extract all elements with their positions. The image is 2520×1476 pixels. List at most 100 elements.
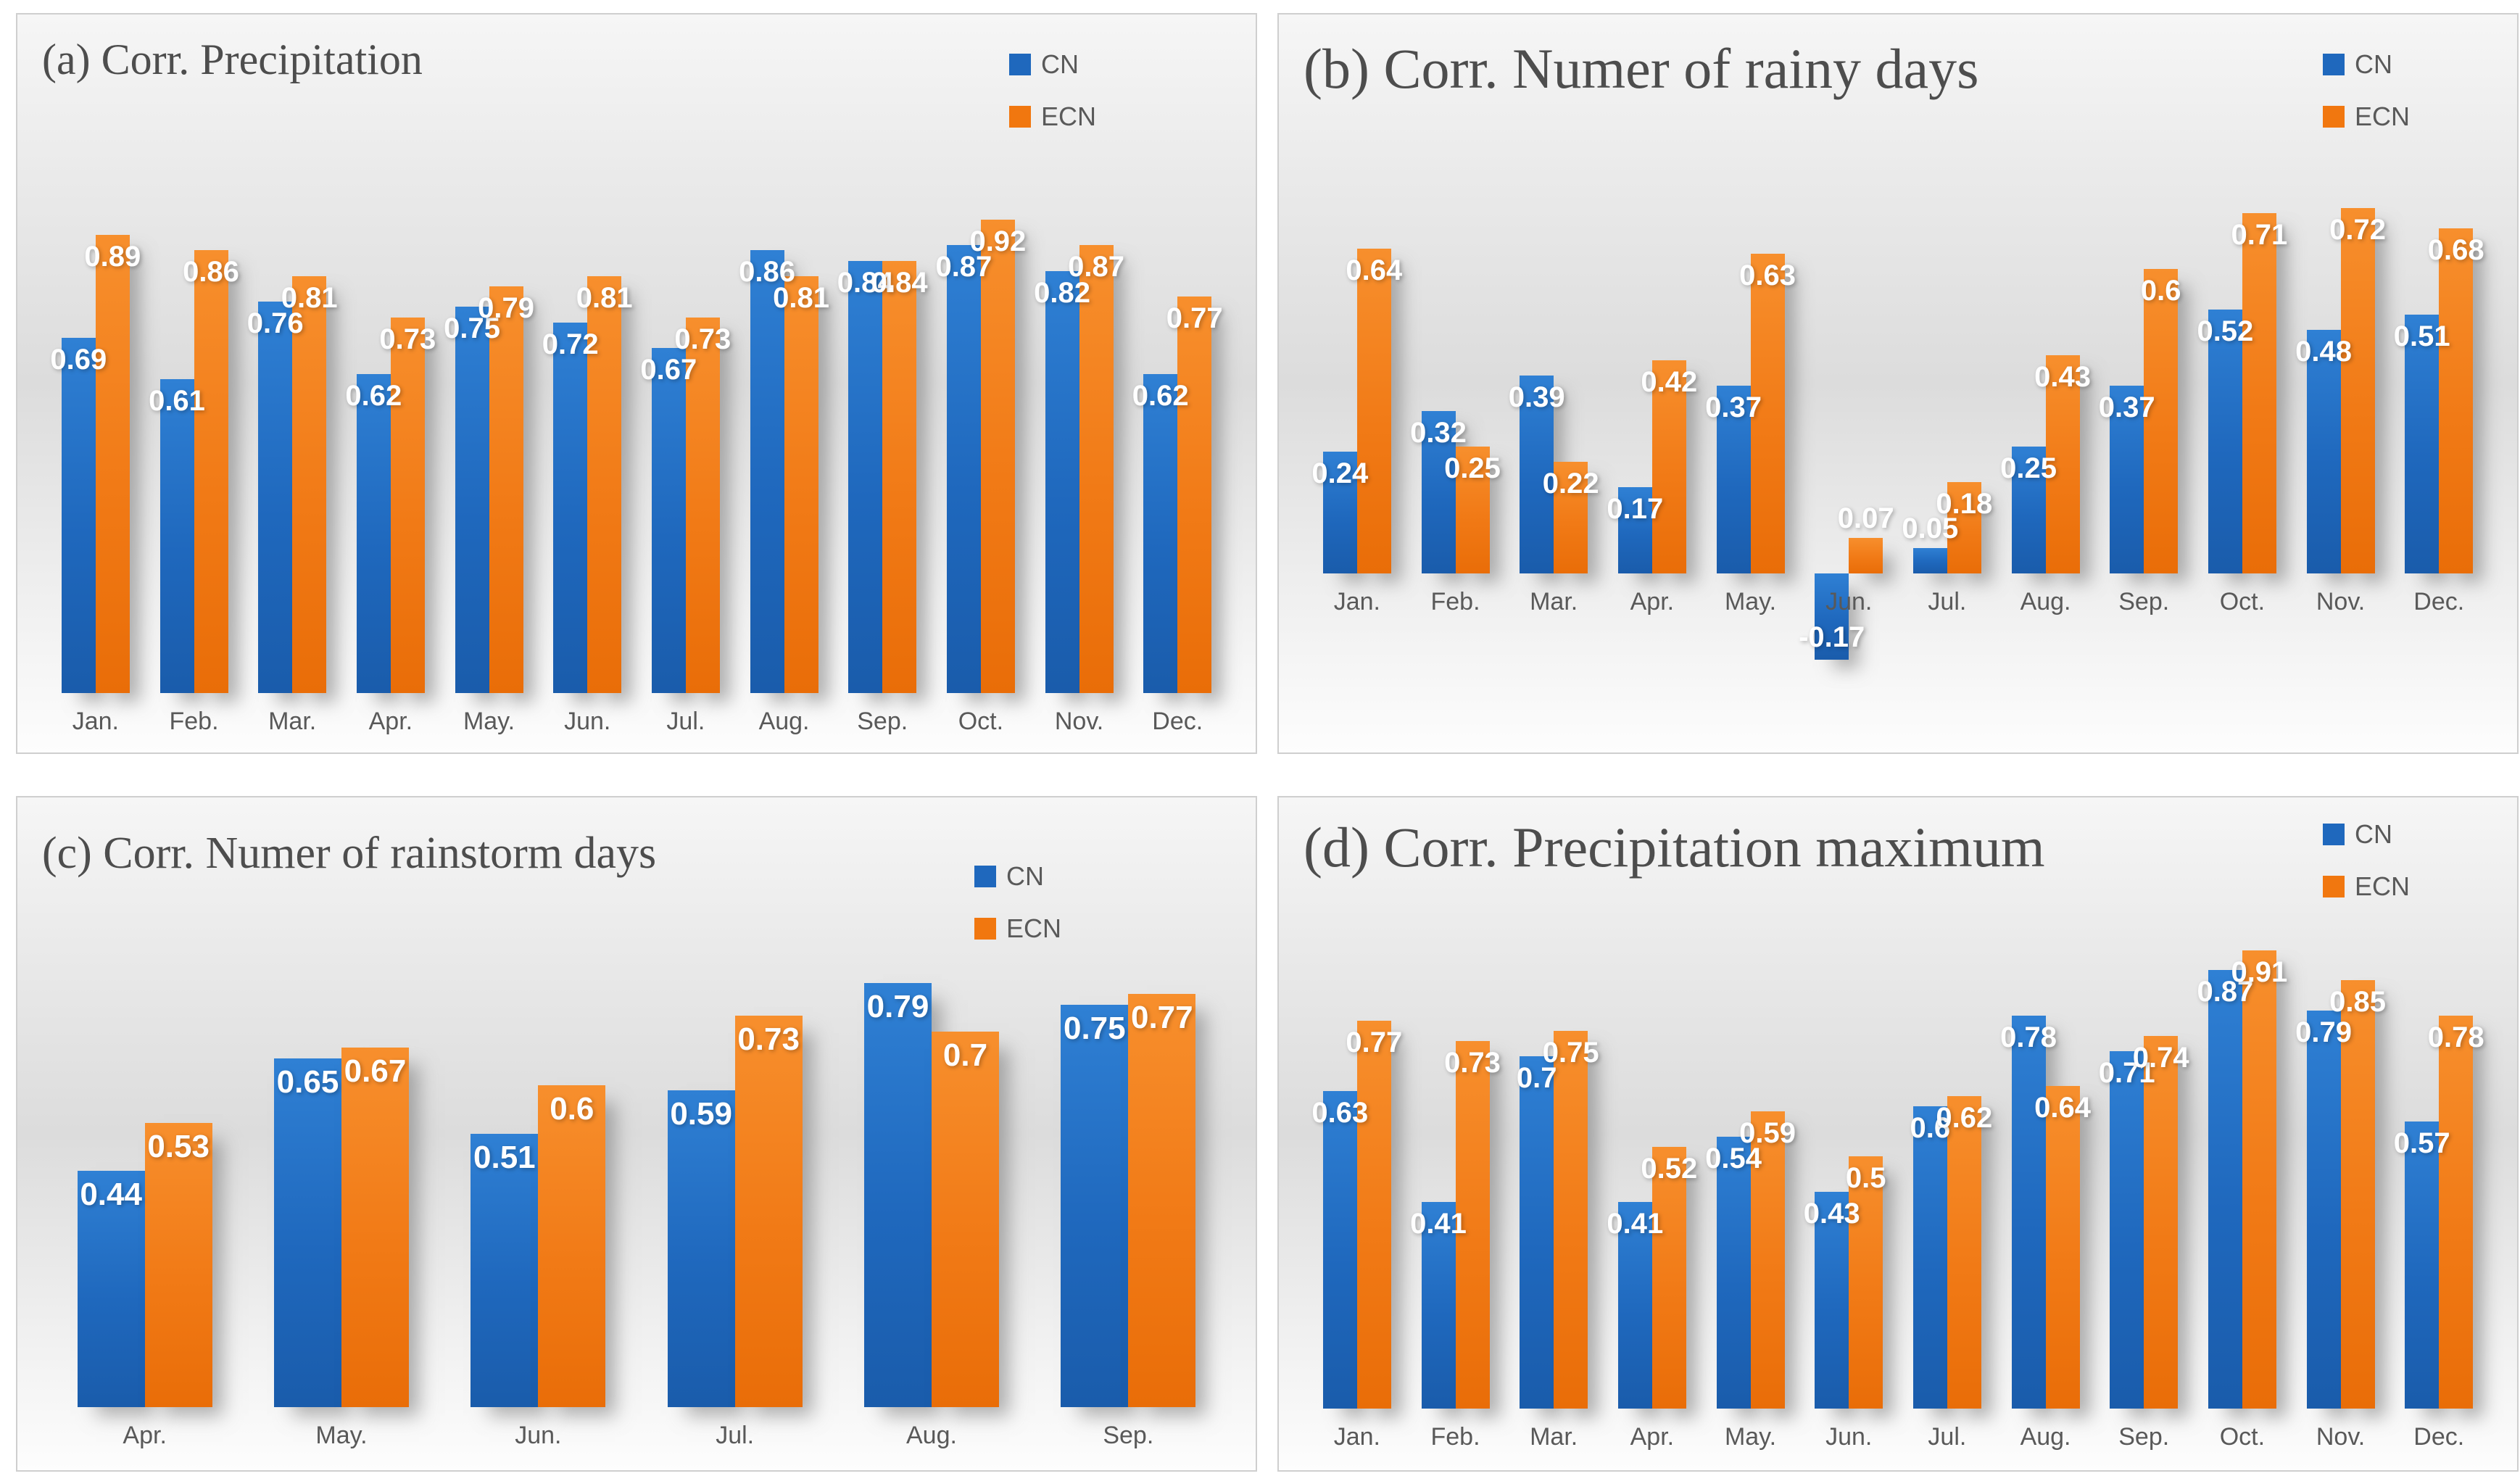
x-axis-label: Dec. <box>1152 708 1203 735</box>
bar-value-label-ecn: 0.22 <box>1542 468 1599 499</box>
bar-pair: 0.6 0.62 <box>1910 1096 1992 1409</box>
bar-value-label-cn: 0.86 <box>739 256 795 288</box>
bar-pair: 0.75 0.77 <box>1061 994 1196 1407</box>
bar-group: 0.41 0.52 Apr. <box>1603 797 1702 1470</box>
bar-group: 0.69 0.89 Jan. <box>46 14 145 752</box>
bar-value-label-cn: 0.44 <box>80 1177 142 1212</box>
bar-value-label-ecn: 0.5 <box>1845 1162 1886 1194</box>
x-axis-label: Feb. <box>169 708 219 735</box>
bar-pair: 0.79 0.7 <box>863 983 999 1407</box>
plot-area-b: 0.24 0.64 Jan. 0.32 0.25 Feb. 0.39 0.22 Mar. 0.17… <box>1279 14 2517 752</box>
bar-ecn: 0.25 <box>1444 447 1501 573</box>
x-axis-label: Dec. <box>2413 588 2465 615</box>
bar-value-label-cn: 0.79 <box>866 989 929 1024</box>
panel-title: (a) Corr. Precipitation <box>42 36 423 83</box>
bar-pair: 0.37 0.63 <box>1705 254 1796 573</box>
bar-value-label-cn: 0.41 <box>1410 1208 1467 1240</box>
bar-value-label-ecn: 0.89 <box>84 241 141 273</box>
bar-group: -0.17 0.07 Jun. <box>1799 14 1898 752</box>
bar-value-label-cn: 0.41 <box>1607 1208 1664 1240</box>
bar-ecn: 0.64 <box>2034 1086 2091 1409</box>
bar-value-label-ecn: 0.73 <box>737 1021 800 1057</box>
bar-ecn: 0.53 <box>144 1123 212 1407</box>
bar-pair: 0.84 0.84 <box>837 261 928 693</box>
bar-group: 0.39 0.22 Mar. <box>1504 14 1603 752</box>
x-axis-label: Aug. <box>2020 588 2071 615</box>
bar-pair: 0.62 0.73 <box>345 318 436 693</box>
bar-value-label-ecn: 0.78 <box>2427 1021 2484 1053</box>
panel-d-precipitation-maximum: (d) Corr. Precipitation maximum CN ECN 0… <box>1277 796 2519 1472</box>
bar-pair: 0.63 0.77 <box>1311 1021 1402 1409</box>
x-axis-label: Jul. <box>1928 1423 1967 1451</box>
bar-value-label-cn: 0.52 <box>2197 315 2254 347</box>
cn-swatch-icon <box>2323 54 2345 75</box>
bar-value-label-cn: 0.37 <box>1705 391 1762 423</box>
bar-pair: 0.51 0.68 <box>2394 228 2484 573</box>
bar-value-label-ecn: 0.7 <box>942 1037 988 1073</box>
x-axis-label: Jul. <box>1928 588 1967 615</box>
bar-ecn: 0.77 <box>1346 1021 1402 1409</box>
bar-value-label-ecn: 0.07 <box>1837 502 1894 534</box>
bar-ecn: 0.84 <box>871 261 928 693</box>
bar-pair: 0.48 0.72 <box>2295 208 2386 573</box>
bar-value-label-ecn: 0.63 <box>1739 260 1796 291</box>
legend: CN ECN <box>2323 49 2410 132</box>
panel-title: (d) Corr. Precipitation maximum <box>1303 816 2045 879</box>
bar-pair: 0.62 0.77 <box>1132 297 1223 693</box>
bar-cn: 0.54 <box>1705 1137 1762 1409</box>
bar-cn: 0.72 <box>542 323 599 693</box>
bar-group: 0.79 0.7 Aug. <box>833 797 1029 1470</box>
bar-ecn: 0.72 <box>2329 208 2386 573</box>
bar-value-label-cn: 0.43 <box>1803 1198 1860 1230</box>
plot-area-d: 0.63 0.77 Jan. 0.41 0.73 Feb. 0.7 0.75 Mar. 0.41 0… <box>1279 797 2517 1470</box>
x-axis-label: Apr. <box>123 1422 167 1449</box>
bar-group: 0.6 0.62 Jul. <box>1898 797 1997 1470</box>
bar-value-label-cn: 0.17 <box>1607 493 1664 525</box>
bar-value-label-cn: 0.05 <box>1902 513 1959 544</box>
bar-ecn: 0.75 <box>1543 1031 1599 1409</box>
bar-ecn: 0.73 <box>734 1016 803 1407</box>
bar-group: 0.61 0.86 Feb. <box>145 14 244 752</box>
bar-pair: 0.44 0.53 <box>77 1123 212 1407</box>
bar-pair: 0.25 0.43 <box>2000 355 2091 573</box>
bar-cn: 0.44 <box>77 1171 145 1407</box>
bar-group: 0.54 0.59 May. <box>1702 797 1800 1470</box>
bar-group: 0.59 0.73 Jul. <box>637 797 833 1470</box>
plot-area-c: 0.44 0.53 Apr. 0.65 0.67 May. 0.51 0.6 Jun. 0.59 0… <box>17 797 1256 1470</box>
bar-ecn: 0.63 <box>1739 254 1796 573</box>
bar-cn: 0.52 <box>2197 310 2253 573</box>
bar-cn: 0.79 <box>863 983 932 1407</box>
bar-pair: 0.76 0.81 <box>247 276 338 693</box>
bar-ecn: 0.7 <box>931 1032 999 1407</box>
bar-value-label-ecn: 0.73 <box>379 323 436 355</box>
panel-title: (b) Corr. Numer of rainy days <box>1303 37 1979 100</box>
bar-pair: 0.69 0.89 <box>50 235 141 693</box>
bar-ecn: 0.42 <box>1641 360 1697 573</box>
legend-item-cn: CN <box>2323 49 2410 80</box>
bar-pair: 0.7 0.75 <box>1517 1031 1599 1409</box>
bar-value-label-ecn: 0.81 <box>773 282 829 314</box>
x-axis-label: Sep. <box>2118 1423 2170 1451</box>
ecn-swatch-icon <box>2323 876 2345 897</box>
bar-ecn: 0.18 <box>1936 482 1992 573</box>
bar-value-label-cn: -0.17 <box>1799 621 1865 653</box>
bar-ecn: 0.78 <box>2428 1016 2484 1409</box>
bar-cn: 0.84 <box>837 261 894 693</box>
legend: CN ECN <box>974 861 1061 944</box>
bar-cn: 0.61 <box>149 379 205 693</box>
bar-group: 0.43 0.5 Jun. <box>1799 797 1898 1470</box>
x-axis-label: Nov. <box>1054 708 1104 735</box>
bar-value-label-ecn: 0.67 <box>344 1053 407 1089</box>
bar-group: 0.76 0.81 Mar. <box>243 14 341 752</box>
bar-group: 0.82 0.87 Nov. <box>1030 14 1129 752</box>
bar-pair: 0.87 0.91 <box>2197 950 2287 1409</box>
bar-value-label-cn: 0.71 <box>2098 1057 2155 1089</box>
bar-group: 0.84 0.84 Sep. <box>833 14 932 752</box>
legend-label-ecn: ECN <box>2355 101 2411 131</box>
bar-group: 0.62 0.77 Dec. <box>1128 14 1227 752</box>
bar-ecn: 0.92 <box>969 220 1026 693</box>
legend-label-ecn: ECN <box>1006 913 1062 943</box>
legend: CN ECN <box>1009 49 1096 132</box>
bar-pair: 0.79 0.85 <box>2295 980 2386 1409</box>
